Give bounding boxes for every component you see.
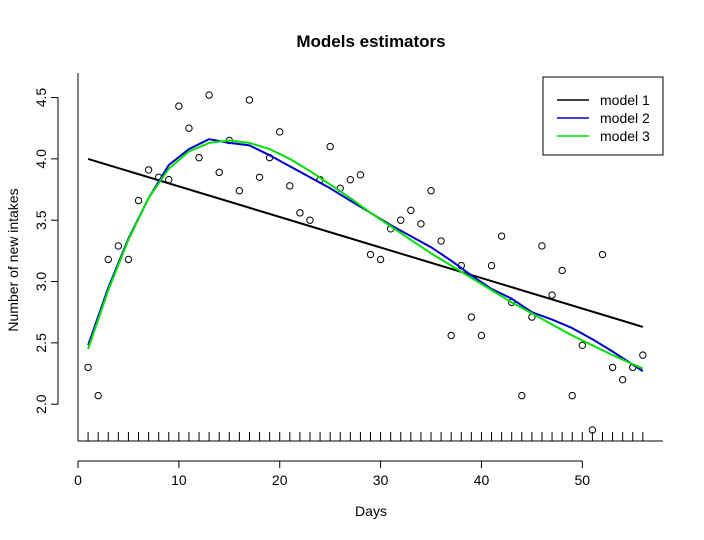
x-tick-label: 0 <box>74 472 82 488</box>
data-point <box>487 261 496 270</box>
x-axis-label: Days <box>355 503 387 519</box>
data-point <box>185 124 193 132</box>
data-point <box>276 128 284 136</box>
model-line-3 <box>87 139 644 370</box>
data-point <box>538 242 546 250</box>
data-point <box>94 391 102 400</box>
data-point <box>618 375 627 384</box>
x-tick-label: 50 <box>575 472 591 488</box>
data-point <box>296 209 304 217</box>
data-point <box>306 216 314 224</box>
legend-label: model 3 <box>600 128 650 144</box>
data-point <box>376 255 385 264</box>
y-tick-label: 3.0 <box>33 272 49 292</box>
model-line-2 <box>87 138 644 372</box>
data-point <box>104 255 112 264</box>
data-point <box>427 187 435 195</box>
model-line-1 <box>87 157 644 328</box>
data-point <box>195 153 203 162</box>
data-point <box>497 232 506 240</box>
x-tick-label: 20 <box>272 472 288 488</box>
y-axis: 2.0 2.5 3.0 3.5 4.0 4.5 <box>33 88 59 414</box>
data-point <box>366 250 375 259</box>
data-point <box>124 255 133 264</box>
data-point <box>467 313 476 321</box>
data-point <box>588 426 597 434</box>
data-point <box>447 331 455 340</box>
x-axis: 0 10 20 30 40 50 <box>74 460 591 488</box>
data-point <box>346 176 355 184</box>
data-point <box>578 341 587 350</box>
data-point <box>397 216 405 224</box>
y-tick-label: 4.0 <box>33 149 49 169</box>
y-tick-label: 2.5 <box>33 333 49 353</box>
data-point <box>598 250 607 259</box>
data-point <box>326 142 334 151</box>
x-tick-label: 40 <box>474 472 490 488</box>
data-point <box>548 291 556 299</box>
data-point <box>215 168 223 177</box>
data-point <box>245 96 254 104</box>
legend-box <box>542 76 664 156</box>
data-point <box>608 363 617 372</box>
data-point <box>134 196 143 205</box>
data-point <box>114 242 123 250</box>
data-point <box>518 391 526 400</box>
data-point <box>235 187 244 195</box>
data-point <box>286 182 294 190</box>
legend-label: model 1 <box>600 92 650 108</box>
data-point <box>558 266 566 275</box>
data-point <box>84 363 92 372</box>
chart-title: Models estimators <box>296 32 445 51</box>
rug <box>87 432 644 441</box>
data-point <box>356 171 365 179</box>
data-point <box>255 173 264 181</box>
x-tick-label: 30 <box>373 472 389 488</box>
data-point <box>477 331 486 340</box>
data-point <box>437 237 445 245</box>
data-point <box>205 91 213 99</box>
data-point <box>175 102 183 110</box>
data-point <box>417 220 425 228</box>
legend-label: model 2 <box>600 110 650 126</box>
y-axis-label: Number of new intakes <box>5 188 21 331</box>
data-point <box>568 391 576 400</box>
y-tick-label: 2.0 <box>33 394 49 414</box>
model-lines <box>87 138 644 372</box>
data-point <box>144 166 153 174</box>
legend: model 1 model 2 model 3 <box>542 76 664 156</box>
y-tick-label: 3.5 <box>33 210 49 230</box>
data-point <box>639 351 647 359</box>
data-point <box>407 206 415 215</box>
y-tick-label: 4.5 <box>33 88 49 108</box>
x-tick-label: 10 <box>171 472 187 488</box>
